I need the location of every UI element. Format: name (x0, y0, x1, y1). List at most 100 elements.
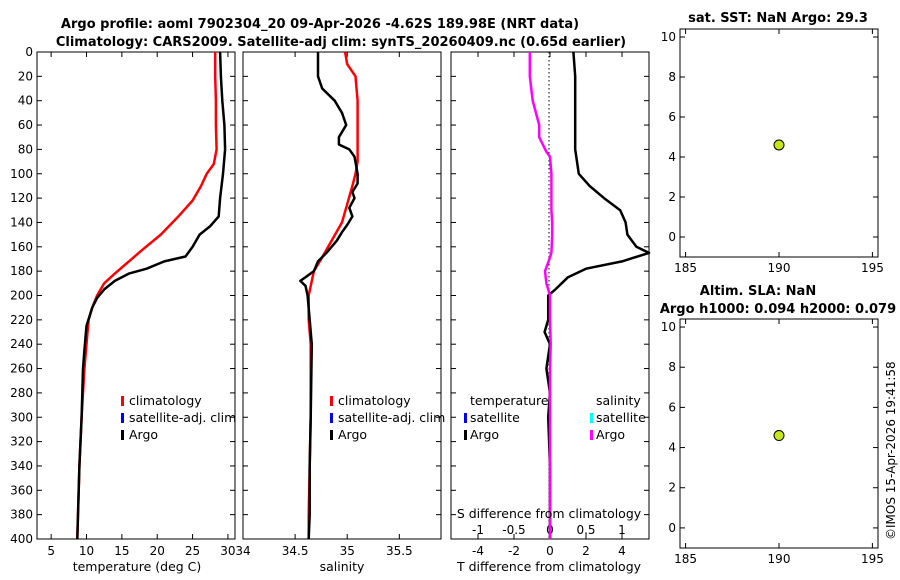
temperature-series (76, 51, 227, 540)
depth-tick-label: 0 (25, 45, 33, 59)
depth-tick-label: 340 (10, 459, 33, 473)
temperature-x-axis: 5 10 15 20 25 30 (47, 52, 236, 558)
sst-panel: sat. SST: NaN Argo: 29.3 0 2 4 6 8 10 185 190 19… (661, 11, 884, 275)
legend-swatch-satellite-adj (330, 413, 333, 423)
x-tick-label: 190 (768, 261, 791, 275)
temperature-panel: 0 20 40 60 80 100 120 140 160 180 200 220 240 260 280 3… (10, 45, 236, 574)
x-tick-label: 25 (185, 544, 200, 558)
temperature-x-label: temperature (deg C) (73, 559, 202, 574)
difference-panel: -4 -2 0 2 4 -1 -0.5 0 0.5 1 temperature salinity… (450, 51, 651, 574)
x-tick-label: 5 (47, 544, 55, 558)
title-line-2: Climatology: CARS2009. Satellite-adj cli… (56, 35, 626, 50)
y-tick-label: 8 (668, 360, 676, 374)
series-line-argo (76, 51, 227, 540)
depth-tick-label: 80 (18, 142, 33, 156)
legend-title-temperature: temperature (470, 393, 549, 408)
temperature-axes-frame (36, 51, 236, 540)
legend-swatch-argo (121, 430, 124, 440)
sla-panel-title: Altim. SLA: NaN (700, 284, 816, 299)
legend-label-climatology: climatology (129, 393, 202, 408)
series-line-s-difference-argo- (528, 52, 554, 539)
depth-tick-label: 140 (10, 215, 33, 229)
x-tick-label: 195 (861, 552, 884, 566)
x-tick-label: -2 (508, 544, 520, 558)
legend-swatch-s-satellite (590, 413, 593, 423)
sla-panel: Altim. SLA: NaN Argo h1000: 0.094 h2000:… (660, 284, 896, 566)
depth-tick-label: 20 (18, 69, 33, 83)
sst-markers (773, 139, 785, 151)
legend-swatch-argo (330, 430, 333, 440)
legend-swatch-satellite-adj (121, 413, 124, 423)
depth-tick-label: 400 (10, 532, 33, 546)
x-tick-label: 0 (546, 544, 554, 558)
salinity-series (299, 51, 359, 540)
argo-position-marker (773, 430, 785, 442)
depth-tick-label: 360 (10, 483, 33, 497)
salinity-x-axis: 34 34.5 35 35.5 (235, 52, 413, 558)
x-tick-label: 185 (674, 552, 697, 566)
y-tick-label: 2 (668, 481, 676, 495)
sla-markers (773, 430, 785, 442)
depth-tick-label: 240 (10, 337, 33, 351)
sla-axes-ticks: 0 2 4 6 8 10 185 190 195 (661, 319, 884, 566)
depth-tick-label: 220 (10, 313, 33, 327)
legend-swatch-climatology (121, 396, 124, 406)
imos-watermark: ©IMOS 15-Apr-2026 19:41:58 (884, 361, 898, 540)
legend-label-s-satellite: satellite (596, 410, 646, 425)
x-tick-label: 35 (340, 544, 355, 558)
legend-swatch-s-argo (590, 430, 593, 440)
legend-label-satellite-adj: satellite-adj. clim (338, 410, 445, 425)
difference-legend: temperature salinity satellite Argo sate… (464, 393, 646, 442)
salinity-depth-ticks (243, 51, 441, 540)
s-top-tick-label: -0.5 (502, 523, 525, 537)
y-tick-label: 2 (668, 190, 676, 204)
depth-tick-label: 120 (10, 191, 33, 205)
argo-position-marker (773, 139, 785, 151)
x-tick-label: 10 (79, 544, 94, 558)
depth-tick-label: 280 (10, 386, 33, 400)
depth-tick-label: 260 (10, 362, 33, 376)
x-tick-label: -4 (472, 544, 484, 558)
y-tick-label: 6 (668, 400, 676, 414)
y-tick-label: 4 (668, 441, 676, 455)
sst-panel-title: sat. SST: NaN Argo: 29.3 (688, 11, 868, 26)
salinity-x-label: salinity (320, 559, 365, 574)
legend-label-argo: Argo (129, 427, 158, 442)
depth-tick-label: 160 (10, 240, 33, 254)
salinity-legend: climatology satellite-adj. clim Argo (330, 393, 445, 442)
s-top-tick-label: -1 (472, 523, 484, 537)
x-tick-label: 195 (861, 261, 884, 275)
sla-panel-subtitle: Argo h1000: 0.094 h2000: 0.079 (660, 302, 896, 317)
legend-label-t-satellite: satellite (470, 410, 520, 425)
s-top-tick-label: 0.5 (576, 523, 595, 537)
legend-swatch-t-satellite (464, 413, 467, 423)
depth-tick-label: 380 (10, 508, 33, 522)
s-top-tick-label: 1 (618, 523, 626, 537)
t-difference-axis-label: T difference from climatology (456, 559, 642, 574)
x-tick-label: 2 (582, 544, 590, 558)
x-tick-label: 185 (674, 261, 697, 275)
x-tick-label: 15 (114, 544, 129, 558)
depth-tick-label: 300 (10, 410, 33, 424)
depth-tick-label: 60 (18, 118, 33, 132)
y-tick-label: 6 (668, 110, 676, 124)
y-tick-label: 8 (668, 70, 676, 84)
y-tick-label: 10 (661, 30, 676, 44)
difference-x-axis: -4 -2 0 2 4 (472, 534, 626, 558)
y-tick-label: 0 (668, 521, 676, 535)
difference-depth-ticks (451, 51, 649, 540)
legend-label-satellite-adj: satellite-adj. clim (129, 410, 236, 425)
legend-swatch-climatology (330, 396, 333, 406)
series-line-argo (299, 52, 359, 540)
sst-axes-ticks: 0 2 4 6 8 10 185 190 195 (661, 29, 884, 275)
legend-title-salinity: salinity (596, 393, 641, 408)
depth-tick-label: 100 (10, 167, 33, 181)
temperature-legend: climatology satellite-adj. clim Argo (121, 393, 236, 442)
salinity-axes-frame (242, 51, 442, 540)
x-tick-label: 4 (618, 544, 626, 558)
difference-series (528, 51, 651, 539)
x-tick-label: 35.5 (386, 544, 413, 558)
legend-label-climatology: climatology (338, 393, 411, 408)
x-tick-label: 34 (235, 544, 250, 558)
